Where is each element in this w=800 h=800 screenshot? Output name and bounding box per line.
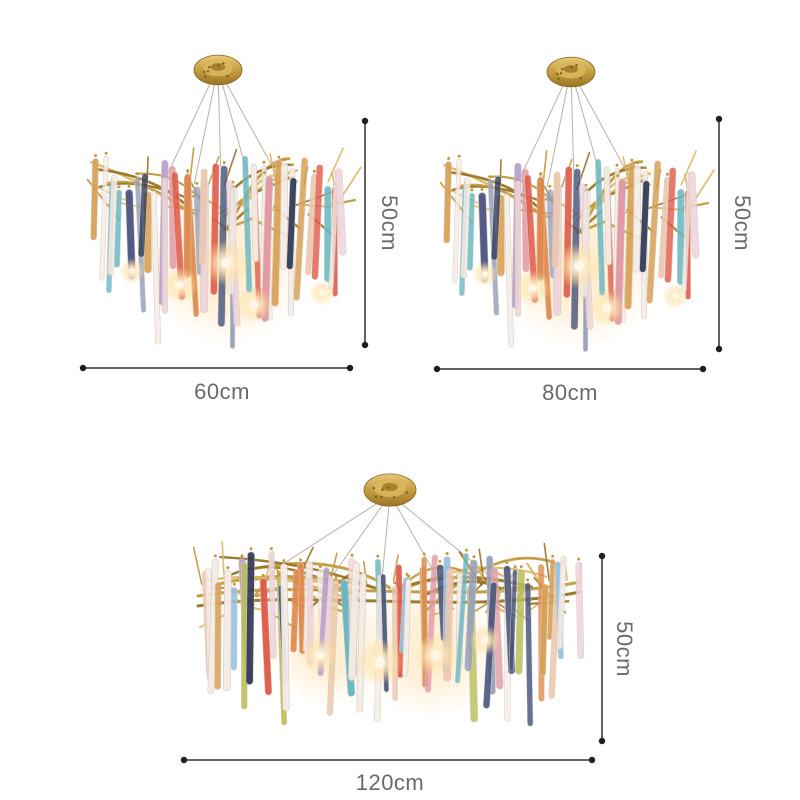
width-label-80: 80cm [542,380,598,405]
height-dimension-120: 50cm [598,552,637,745]
dimension-endpoint-dot [346,364,354,372]
height-label-60: 50cm [377,195,402,251]
width-dimension-80: 80cm [433,365,707,405]
height-label-80: 50cm [730,195,755,251]
height-label-120: 50cm [612,621,637,677]
dimension-endpoint-dot [433,365,441,373]
dimension-endpoint-dot [361,341,369,349]
width-dimension-120: 120cm [180,756,596,795]
dimension-endpoint-dot [588,756,596,764]
dimension-endpoint-dot [79,364,87,372]
dimension-endpoint-dot [598,552,606,560]
height-dimension-60: 50cm [361,117,402,349]
dimension-endpoint-dot [180,756,188,764]
height-dimension-80: 50cm [715,115,755,353]
dimension-endpoint-dot [699,365,707,373]
chandelier-120cm-image [192,473,585,727]
dimension-endpoint-dot [361,117,369,125]
chandelier-60cm-image [86,54,362,349]
width-label-120: 120cm [356,770,425,795]
width-label-60: 60cm [194,379,250,404]
width-dimension-60: 60cm [79,364,354,404]
dimension-endpoint-dot [715,115,723,123]
chandelier-80cm-image [439,56,715,352]
dimension-endpoint-dot [715,345,723,353]
dimension-endpoint-dot [598,737,606,745]
